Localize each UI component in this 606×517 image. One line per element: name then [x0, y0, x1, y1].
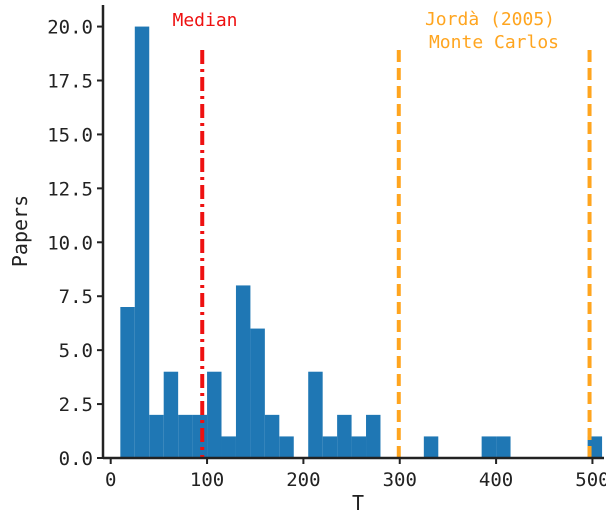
histogram-bar: [250, 328, 265, 458]
jorda-annotation: Jordà (2005): [425, 9, 555, 30]
x-ticks: 0 100 200 300 400 500: [105, 458, 606, 491]
histogram-bar: [322, 436, 338, 458]
histogram-bar: [178, 414, 193, 458]
histogram-bar: [192, 414, 208, 458]
y-tick-label: 0.0: [59, 448, 93, 470]
x-tick-label: 200: [286, 469, 320, 491]
x-tick-label: 400: [479, 469, 513, 491]
y-tick-label: 15.0: [47, 124, 93, 146]
histogram-bar: [481, 436, 497, 458]
y-tick-label: 12.5: [47, 178, 93, 200]
histogram-bar: [423, 436, 439, 458]
x-tick-label: 500: [575, 469, 606, 491]
reference-lines: [200, 50, 592, 458]
y-axis-label: Papers: [8, 195, 32, 267]
histogram-bar: [366, 414, 381, 458]
histogram-bar: [120, 307, 135, 458]
y-tick-label: 17.5: [47, 71, 93, 93]
histogram-bar: [279, 436, 294, 458]
histogram-bar: [496, 436, 511, 458]
y-ticks: 0.0 2.5 5.0 7.5 10.0 12.5 15.0 17.5 20.0: [47, 17, 103, 470]
x-tick-label: 300: [383, 469, 417, 491]
histogram-bar: [149, 414, 164, 458]
y-tick-label: 10.0: [47, 232, 93, 254]
histogram-bar: [308, 371, 323, 458]
histogram-bar: [221, 436, 236, 458]
histogram-bar: [163, 371, 179, 458]
histogram-bar: [134, 26, 150, 458]
x-axis-label: T: [352, 491, 364, 515]
histogram-bars: [120, 26, 603, 458]
histogram-bar: [207, 371, 222, 458]
histogram-bar: [235, 285, 251, 458]
histogram-bar: [337, 414, 352, 458]
y-tick-label: 7.5: [59, 286, 93, 308]
median-annotation: Median: [172, 10, 237, 31]
y-tick-label: 20.0: [47, 17, 93, 39]
histogram-bar: [351, 436, 367, 458]
y-tick-label: 5.0: [59, 340, 93, 362]
x-tick-label: 100: [190, 469, 224, 491]
x-tick-label: 0: [105, 469, 116, 491]
montecarlo-annotation: Monte Carlos: [429, 32, 559, 53]
histogram-bar: [264, 414, 280, 458]
y-tick-label: 2.5: [59, 394, 93, 416]
